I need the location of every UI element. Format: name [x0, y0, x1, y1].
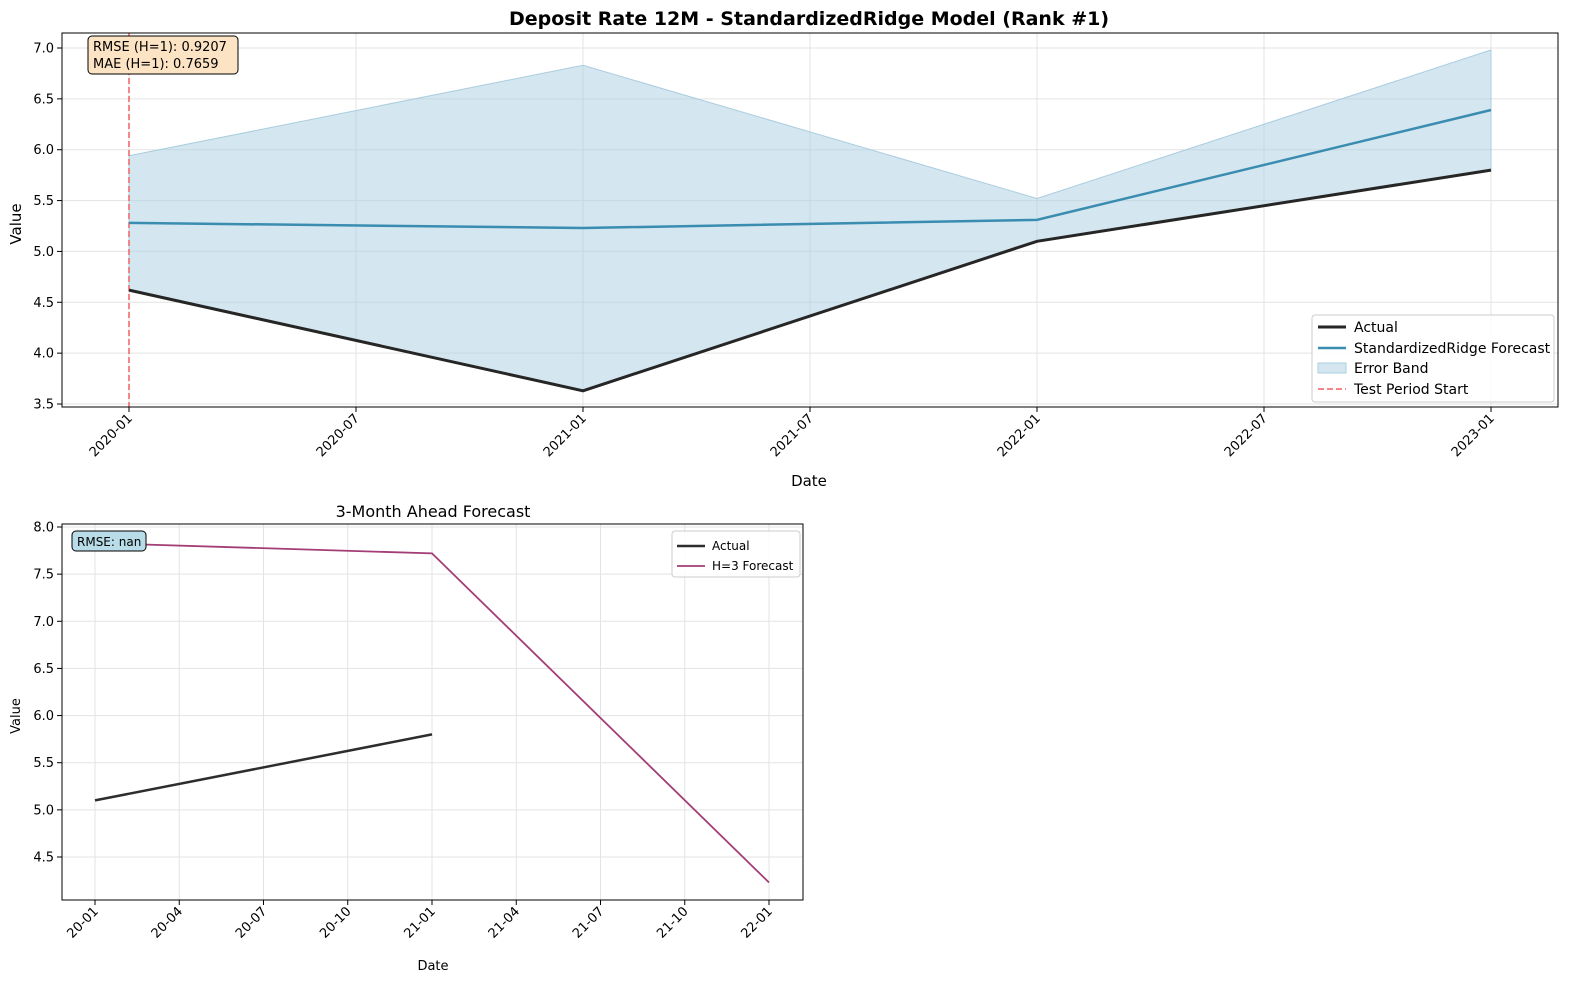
bottom-legend: Actual H=3 Forecast	[671, 530, 801, 578]
x-tick-label: 2022-07	[1222, 411, 1271, 460]
bottom-chart: 3-Month Ahead Forecast 4.5 5.0 5.5 6.0 6.5 7.…	[9, 502, 804, 974]
y-tick-label: 6.5	[33, 662, 54, 677]
x-tick-label: 2021-01	[541, 411, 590, 460]
bottom-x-axis-label: Date	[417, 959, 448, 974]
legend-label-forecast: StandardizedRidge Forecast	[1354, 341, 1551, 357]
y-tick-label: 5.0	[33, 803, 54, 818]
top-y-ticks: 3.5 4.0 4.5 5.0 5.5 6.0 6.5 7.0	[33, 42, 62, 413]
top-metrics-box: RMSE (H=1): 0.9207 MAE (H=1): 0.7659	[87, 35, 239, 75]
rmse-annotation: RMSE (H=1): 0.9207	[93, 40, 227, 55]
top-chart-title: Deposit Rate 12M - StandardizedRidge Mod…	[509, 8, 1109, 30]
y-tick-label: 4.5	[33, 851, 54, 866]
y-tick-label: 6.5	[33, 92, 54, 107]
x-tick-label: 2020-01	[87, 411, 136, 460]
x-tick-label: 21-10	[654, 904, 691, 941]
x-tick-label: 21-01	[402, 904, 439, 941]
x-tick-label: 2022-01	[995, 411, 1044, 460]
bottom-grid	[62, 524, 803, 900]
bottom-metrics-box: RMSE: nan	[71, 530, 147, 552]
h3-forecast-line	[94, 542, 770, 884]
bottom-actual-line	[94, 733, 433, 802]
mae-annotation: MAE (H=1): 0.7659	[93, 57, 219, 72]
y-tick-label: 4.0	[33, 347, 54, 362]
top-y-axis-label: Value	[7, 203, 25, 244]
legend-label-h3-forecast: H=3 Forecast	[712, 559, 794, 573]
x-tick-label: 21-04	[486, 904, 523, 941]
x-tick-label: 21-07	[570, 904, 607, 941]
top-x-axis-label: Date	[791, 472, 827, 490]
x-tick-label: 20-07	[233, 904, 270, 941]
standardized-ridge-forecast-line	[128, 108, 1492, 230]
bottom-y-ticks: 4.5 5.0 5.5 6.0 6.5 7.0 7.5 8.0	[33, 521, 62, 866]
x-tick-label: 20-04	[149, 904, 186, 941]
bottom-y-axis-label: Value	[9, 698, 24, 734]
y-tick-label: 4.5	[33, 296, 54, 311]
y-tick-label: 3.5	[33, 398, 54, 413]
legend-label-test-period: Test Period Start	[1353, 382, 1469, 398]
actual-line	[128, 168, 1492, 393]
y-tick-label: 7.0	[33, 615, 54, 630]
x-tick-label: 2020-07	[314, 411, 363, 460]
legend-label-error-band: Error Band	[1354, 361, 1429, 377]
y-tick-label: 5.0	[33, 245, 54, 260]
top-legend: Actual StandardizedRidge Forecast Error …	[1311, 314, 1555, 403]
x-tick-label: 2023-01	[1449, 411, 1498, 460]
legend-label-actual: Actual	[1354, 320, 1398, 336]
y-tick-label: 6.0	[33, 143, 54, 158]
x-tick-label: 2021-07	[768, 411, 817, 460]
y-tick-label: 6.0	[33, 709, 54, 724]
y-tick-label: 7.0	[33, 42, 54, 57]
top-chart: Deposit Rate 12M - StandardizedRidge Mod…	[7, 8, 1559, 490]
bottom-x-ticks: 20-01 20-04 20-07 20-10 21-01 21-04 21-07 21-10…	[65, 900, 776, 942]
y-tick-label: 5.5	[33, 756, 54, 771]
x-tick-label: 22-01	[739, 904, 776, 941]
x-tick-label: 20-01	[65, 904, 102, 941]
legend-swatch-error-band	[1317, 362, 1347, 374]
x-tick-label: 20-10	[317, 904, 354, 941]
y-tick-label: 7.5	[33, 568, 54, 583]
bottom-chart-title: 3-Month Ahead Forecast	[336, 502, 531, 521]
y-tick-label: 5.5	[33, 194, 54, 209]
y-tick-label: 8.0	[33, 521, 54, 536]
legend-label-bottom-actual: Actual	[712, 539, 750, 553]
bottom-rmse-annotation: RMSE: nan	[77, 535, 141, 549]
top-x-ticks: 2020-01 2020-07 2021-01 2021-07 2022-01 2022-…	[87, 407, 1498, 460]
